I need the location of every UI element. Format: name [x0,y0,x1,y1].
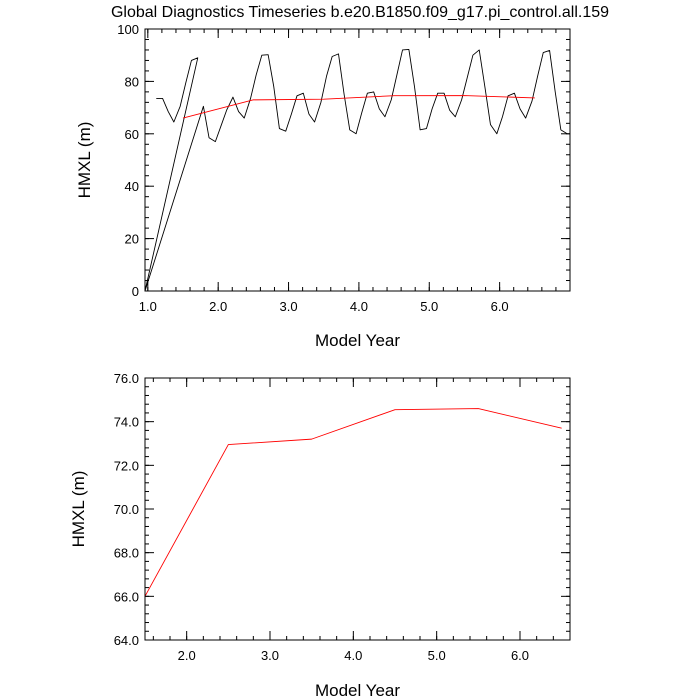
y-tick-label: 76.0 [114,371,139,386]
y-tick-label: 70.0 [114,502,139,517]
y-tick-label: 64.0 [114,633,139,648]
x-tick-label: 6.0 [511,648,529,663]
x-tick-label: 2.0 [178,648,196,663]
x-tick-label: 4.0 [350,299,368,314]
x-tick-label: 6.0 [491,299,509,314]
y-tick-label: 60 [125,127,139,142]
y-tick-label: 72.0 [114,458,139,473]
x-tick-label: 3.0 [261,648,279,663]
y-tick-label: 66.0 [114,589,139,604]
x-tick-label: 5.0 [428,648,446,663]
y-axis-title: HMXL (m) [75,122,94,199]
plot-frame [144,28,571,292]
chart-panel-2: 2.0 3.0 4.0 5.0 6.0 64.0 66.0 68.0 70.0 72.0 74.0 7… [69,371,571,700]
x-axis-title: Model Year [315,681,400,700]
y-tick-label: 80 [125,74,139,89]
x-tick-label: 3.0 [280,299,298,314]
chart-panels: 1.0 2.0 3.0 4.0 5.0 6.0 0 20 40 60 80 100 Model Year… [69,22,571,700]
series-line-1 [144,48,568,292]
figure-title: Global Diagnostics Timeseries b.e20.B185… [111,4,609,21]
y-tick-label: 0 [132,284,139,299]
y-tick-label: 40 [125,179,139,194]
y-tick-label: 100 [117,22,139,37]
y-tick-label: 74.0 [114,415,139,430]
chart-panel-1: 1.0 2.0 3.0 4.0 5.0 6.0 0 20 40 60 80 100 Model Year… [75,22,571,350]
x-tick-label: 1.0 [139,299,157,314]
x-tick-label: 5.0 [420,299,438,314]
x-axis-title: Model Year [315,331,400,350]
series-line-2 [182,95,535,119]
y-axis-title: HMXL (m) [69,471,88,548]
y-tick-label: 20 [125,232,139,247]
x-tick-label: 2.0 [209,299,227,314]
y-tick-label: 68.0 [114,546,139,561]
series-line-1 [144,408,562,597]
plot-frame [144,377,571,641]
x-tick-label: 4.0 [344,648,362,663]
